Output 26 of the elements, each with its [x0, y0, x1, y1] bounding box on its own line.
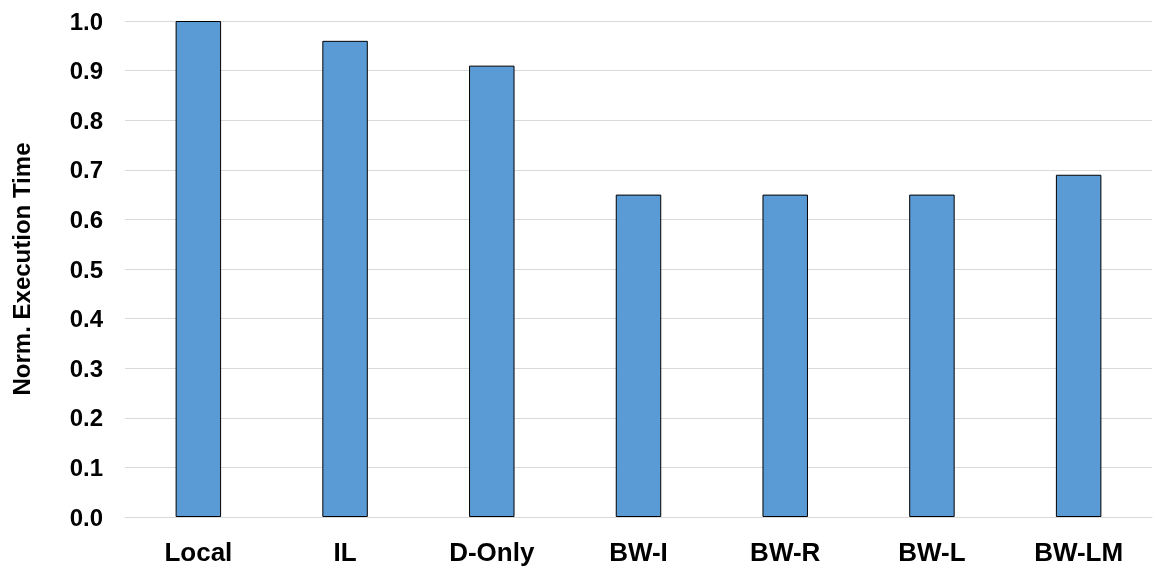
x-tick-label: IL — [333, 537, 357, 567]
y-tick-label: 0.8 — [69, 106, 103, 134]
bar — [615, 194, 662, 517]
y-tick-label: 1.0 — [69, 7, 103, 35]
x-tick-label: D-Only — [449, 537, 535, 567]
x-tick-label: Local — [164, 537, 233, 567]
x-tick-label: BW-I — [609, 537, 668, 567]
bar — [175, 21, 222, 517]
y-axis-title: Norm. Execution Time — [7, 142, 35, 396]
bar — [322, 40, 368, 517]
x-tick-label: BW-LM — [1034, 537, 1124, 567]
y-tick-label: 0.7 — [69, 156, 103, 184]
x-tick-label: BW-R — [750, 537, 821, 567]
y-tick-label: 0.2 — [69, 404, 103, 432]
y-tick-label: 0.4 — [69, 305, 104, 333]
y-tick-label: 0.3 — [69, 354, 103, 382]
bar — [1055, 174, 1102, 517]
y-tick-label: 0.9 — [69, 57, 103, 85]
y-tick-label: 0.0 — [69, 503, 103, 531]
y-tick-label: 0.1 — [69, 453, 103, 481]
bar — [762, 194, 808, 517]
bar — [469, 65, 515, 517]
y-tick-label: 0.6 — [69, 205, 103, 233]
x-tick-label: BW-L — [898, 537, 966, 567]
y-tick-label: 0.5 — [69, 255, 103, 283]
bar — [909, 194, 955, 517]
